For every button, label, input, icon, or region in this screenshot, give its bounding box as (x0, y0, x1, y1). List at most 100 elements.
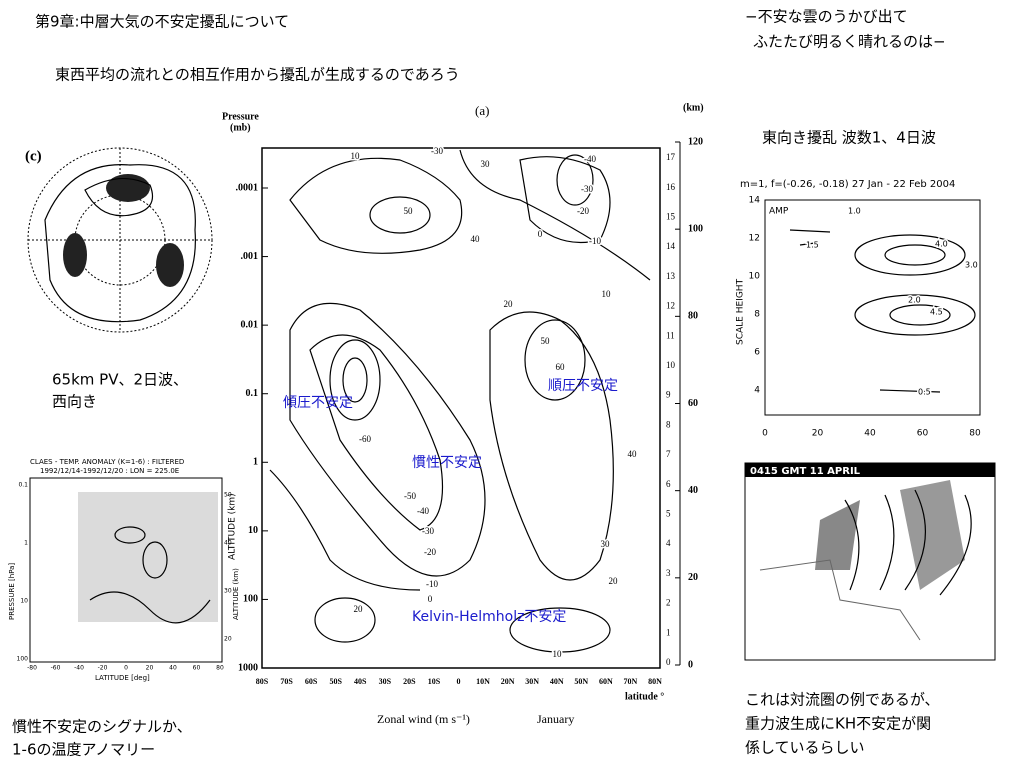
caption: 65km PV、2日波、 (52, 371, 188, 389)
latitude-label: 60N (599, 677, 613, 686)
y-tick-label: 10 (20, 598, 28, 605)
caption: これは対流圏の例であるが、 (745, 691, 940, 709)
inner-tick-label: 10 (666, 360, 676, 370)
claes-figure: CLAES - TEMP. ANOMALY (K=1-6) : FILTERED… (8, 458, 240, 682)
y-tick-label: 12 (749, 234, 760, 244)
y-tick-label: 100 (17, 656, 29, 663)
caption: 重力波生成にKH不安定が関 (745, 715, 931, 733)
contour-label: 3.0 (965, 261, 978, 270)
inner-tick-label: 0 (666, 657, 671, 667)
contour-label: -40 (417, 506, 429, 516)
pressure-tick-label: 10 (248, 525, 258, 536)
quote-line: ふたたび明るく晴れるのは− (753, 33, 946, 51)
inner-tick-label: 16 (666, 182, 676, 192)
contour-label: 40 (628, 449, 638, 459)
km-tick-label: 20 (688, 572, 698, 583)
figure-title: 0415 GMT 11 APRIL (750, 466, 861, 477)
axis-label: (km) (683, 102, 704, 113)
caption: 西向き (52, 393, 97, 411)
km-tick-label: 120 (688, 136, 703, 147)
contour-label: 60 (556, 362, 566, 372)
x-tick-label: 0 (124, 665, 128, 672)
contour-label: 1.5 (806, 241, 819, 250)
amp-figure: m=1, f=(-0.26, -0.18) 27 Jan - 22 Feb 20… (736, 179, 981, 416)
inner-tick-label: 11 (666, 330, 675, 340)
contour-label: 20 (504, 299, 514, 309)
contour-label: 50 (404, 206, 414, 216)
x-tick-label: 20 (812, 429, 824, 439)
storm-figure: 0415 GMT 11 APRIL (744, 462, 996, 661)
contour-label: -50 (404, 491, 416, 501)
km-tick-label: 80 (688, 311, 698, 322)
panel-label: (a) (475, 103, 489, 118)
pressure-tick-label: .0001 (236, 182, 259, 193)
axis-label: SCALE HEIGHT (736, 278, 746, 345)
month: January (537, 712, 574, 726)
latitude-label: 60S (305, 677, 318, 686)
contour-label: 30 (601, 539, 611, 549)
inner-tick-label: 14 (666, 241, 676, 251)
y-tick-label: 8 (754, 310, 760, 320)
latitude-label: 80N (648, 677, 662, 686)
axis-label: Zonal wind (m s⁻¹) (377, 712, 470, 726)
inner-tick-label: 9 (666, 390, 671, 400)
contour-label: 4.5 (930, 308, 943, 317)
y2-tick-label: 30 (224, 588, 232, 595)
inner-tick-label: 13 (666, 271, 676, 281)
axis-title: latitude ° (625, 691, 664, 702)
pressure-tick-label: 100 (243, 594, 258, 605)
quote-line: −不安な雲のうかび出て (745, 8, 908, 26)
latitude-label: 30N (525, 677, 539, 686)
y-tick-label: 1 (24, 540, 28, 547)
inner-tick-label: 1 (666, 627, 671, 637)
km-tick-label: 60 (688, 398, 698, 409)
y-tick-label: 10 (749, 272, 761, 282)
latitude-label: 10N (476, 677, 490, 686)
latitude-label: 40N (550, 677, 564, 686)
x-tick-label: 20 (146, 665, 154, 672)
latitude-label: 50S (329, 677, 342, 686)
x-tick-label: -60 (51, 665, 61, 672)
y2-tick-label: 40 (224, 540, 232, 547)
km-tick-label: 40 (688, 485, 698, 496)
title: 第9章:中層大気の不安定擾乱について (35, 13, 289, 31)
contour-label: 1.0 (848, 207, 861, 216)
contour-label: 0 (428, 594, 433, 604)
y-tick-label: 6 (754, 348, 760, 358)
latitude-label: 20S (403, 677, 416, 686)
inner-tick-label: 4 (666, 538, 671, 548)
inner-tick-label: 8 (666, 419, 671, 429)
contour-label: 20 (609, 576, 619, 586)
contour-label: -10 (589, 236, 601, 246)
contour-label: -60 (359, 434, 371, 444)
instability-label: 傾圧不安定 (283, 395, 353, 411)
axis-label: ALTITUDE (km) (228, 493, 238, 560)
inner-tick-label: 17 (666, 152, 676, 162)
contour-label: -20 (577, 206, 589, 216)
latitude-label: 80S (256, 677, 269, 686)
contour-label: -30 (422, 526, 434, 536)
contour-label: 10 (351, 151, 361, 161)
pressure-tick-label: 0.01 (241, 319, 259, 330)
x-tick-label: 60 (193, 665, 201, 672)
pressure-tick-label: 0.1 (246, 388, 259, 399)
panel-label: (c) (25, 148, 42, 164)
latitude-label: 0 (457, 677, 461, 686)
instability-label: 慣性不安定 (412, 454, 482, 471)
latitude-label: 50N (574, 677, 588, 686)
latitude-label: 40S (354, 677, 367, 686)
pressure-tick-label: 1 (253, 457, 258, 468)
y2-tick-label: 50 (224, 492, 232, 499)
panel-label: AMP (769, 207, 789, 217)
x-tick-label: 80 (969, 429, 981, 439)
instability-label: 順圧不安定 (548, 378, 618, 394)
axis-unit: (mb) (230, 122, 251, 133)
contour-label: -30 (581, 184, 593, 194)
latitude-label: 70S (280, 677, 293, 686)
x-tick-label: 40 (169, 665, 177, 672)
subtitle: 東西平均の流れとの相互作用から擾乱が生成するのであろう (55, 66, 460, 84)
latitude-label: 30S (379, 677, 392, 686)
instability-label: Kelvin-Helmholz不安定 (412, 609, 566, 625)
x-tick-label: 60 (917, 429, 929, 439)
